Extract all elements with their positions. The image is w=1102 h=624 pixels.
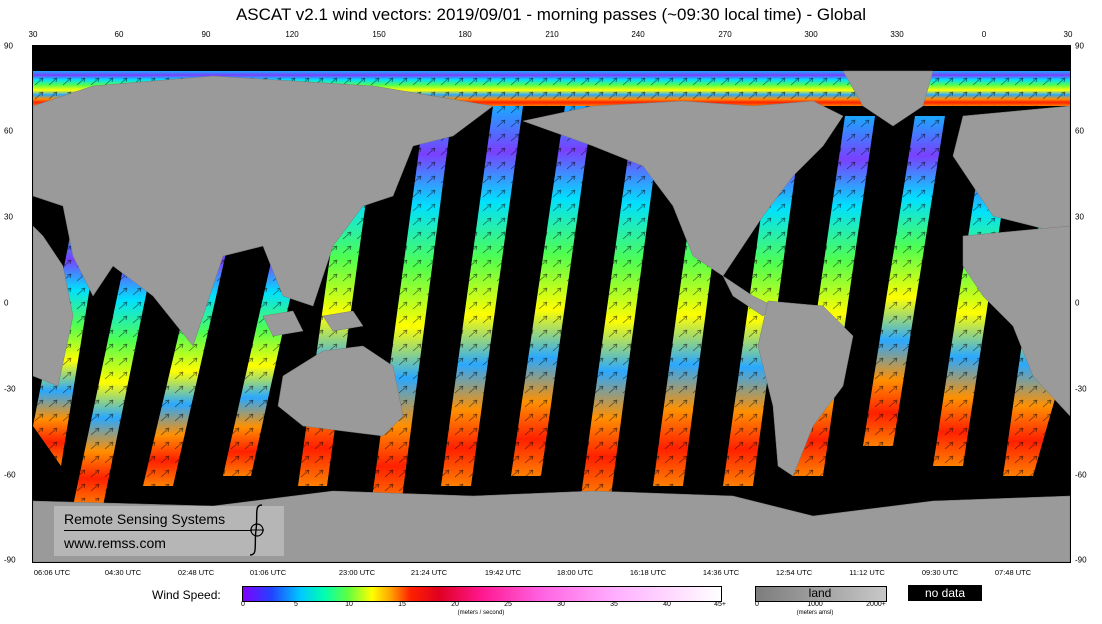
- utc-tick: 14:36 UTC: [702, 568, 740, 577]
- utc-tick: 02:48 UTC: [177, 568, 215, 577]
- wind-tick: 25: [504, 601, 512, 608]
- utc-tick: 12:54 UTC: [775, 568, 813, 577]
- credit-name: Remote Sensing Systems: [64, 511, 226, 527]
- lon-tick: 60: [114, 30, 124, 39]
- wind-tick: 45+: [714, 601, 726, 608]
- lat-tick-left: 90: [4, 41, 13, 51]
- land-label: land: [808, 586, 832, 600]
- lat-tick-right: 90: [1075, 41, 1084, 51]
- lat-tick-left: -30: [4, 384, 16, 394]
- land-masses: [33, 70, 1070, 562]
- wind-tick: 20: [451, 601, 459, 608]
- chart-title: ASCAT v2.1 wind vectors: 2019/09/01 - mo…: [235, 5, 867, 24]
- utc-tick: 23:00 UTC: [338, 568, 376, 577]
- wind-units: (meters / second): [457, 610, 505, 616]
- lon-tick: 240: [631, 30, 645, 39]
- lat-tick-right: -30: [1075, 384, 1087, 394]
- utc-tick: 19:42 UTC: [484, 568, 522, 577]
- rss-logo-icon: [249, 504, 264, 556]
- wind-map: [32, 45, 1071, 563]
- lon-tick: 0: [981, 30, 987, 39]
- wind-tick: 5: [294, 601, 298, 608]
- lon-tick: 90: [201, 30, 211, 39]
- utc-tick: 09:30 UTC: [921, 568, 959, 577]
- utc-tick: 06:06 UTC: [33, 568, 71, 577]
- utc-tick: 16:18 UTC: [629, 568, 667, 577]
- utc-tick: 04:30 UTC: [104, 568, 142, 577]
- lon-tick: 180: [458, 30, 472, 39]
- utc-tick: 21:24 UTC: [410, 568, 448, 577]
- credit-divider: [64, 530, 252, 531]
- lat-tick-left: -60: [4, 470, 16, 480]
- no-data-legend: no data: [908, 585, 982, 601]
- lat-tick-right: 60: [1075, 126, 1084, 136]
- lat-tick-left: 0: [4, 298, 9, 308]
- lon-tick: 120: [285, 30, 299, 39]
- utc-tick: 07:48 UTC: [994, 568, 1032, 577]
- lat-tick-left: -90: [4, 555, 16, 565]
- wind-tick: 0: [241, 601, 245, 608]
- land-tick: 2000+: [866, 601, 886, 608]
- wind-tick: 35: [610, 601, 618, 608]
- lon-tick: 30: [1063, 30, 1073, 39]
- lon-tick: 300: [804, 30, 818, 39]
- lat-tick-right: 0: [1075, 298, 1080, 308]
- wind-tick: 40: [663, 601, 671, 608]
- land-units: (meters amsl): [796, 610, 834, 616]
- lat-tick-right: -90: [1075, 555, 1087, 565]
- lat-tick-left: 30: [4, 212, 13, 222]
- wind-tick: 15: [398, 601, 406, 608]
- lat-tick-left: 60: [4, 126, 13, 136]
- land-tick: 0: [755, 601, 759, 608]
- utc-tick: 18:00 UTC: [556, 568, 594, 577]
- wind-speed-label: Wind Speed:: [152, 588, 221, 602]
- lon-tick: 210: [545, 30, 559, 39]
- utc-tick: 01:06 UTC: [249, 568, 287, 577]
- lat-tick-right: -60: [1075, 470, 1087, 480]
- lon-tick: 270: [718, 30, 732, 39]
- utc-tick: 11:12 UTC: [849, 568, 885, 577]
- lon-tick: 30: [28, 30, 38, 39]
- wind-tick: 10: [345, 601, 353, 608]
- land-tick: 1000: [807, 601, 823, 608]
- credit-url: www.remss.com: [64, 535, 166, 551]
- lon-tick: 150: [372, 30, 386, 39]
- credit-box: [54, 506, 284, 556]
- wind-tick: 30: [557, 601, 565, 608]
- lat-tick-right: 30: [1075, 212, 1084, 222]
- land-colorbar: [755, 586, 887, 602]
- lon-tick: 330: [890, 30, 904, 39]
- wind-speed-colorbar: [242, 586, 722, 602]
